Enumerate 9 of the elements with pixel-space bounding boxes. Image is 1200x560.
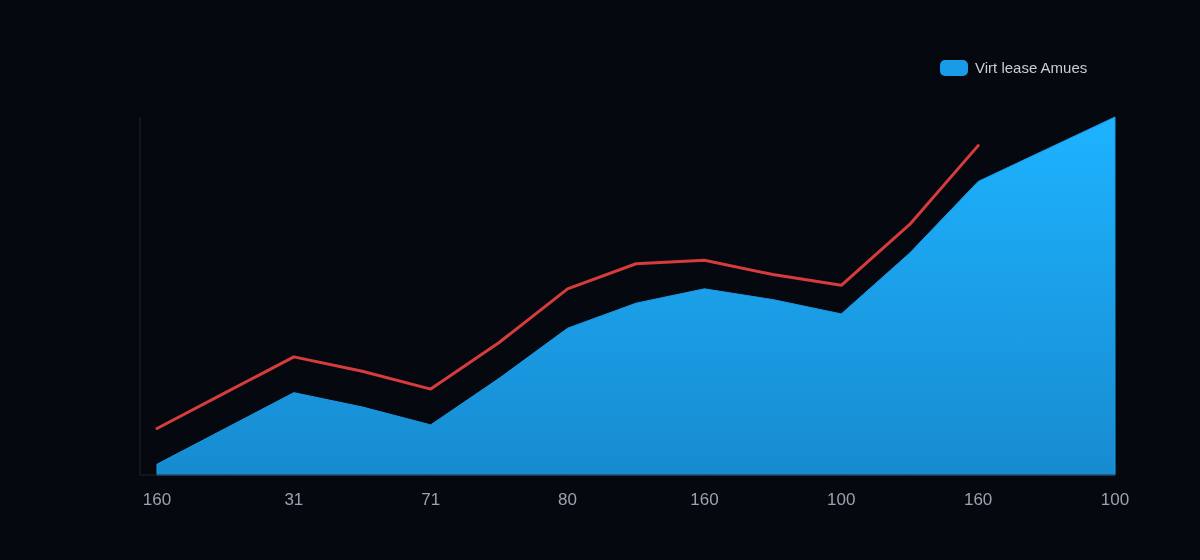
x-tick-label: 100 xyxy=(827,490,856,509)
x-tick-label: 31 xyxy=(284,490,304,509)
x-tick-label: 160 xyxy=(142,490,172,509)
x-tick-label: 160 xyxy=(690,490,719,509)
x-tick-label: 80 xyxy=(558,490,578,509)
x-tick-label: 160 xyxy=(963,490,993,509)
x-tick-label: 100 xyxy=(1100,490,1130,509)
legend-label: Virt lease Amues xyxy=(975,59,1088,76)
x-tick-label: 71 xyxy=(421,490,441,509)
